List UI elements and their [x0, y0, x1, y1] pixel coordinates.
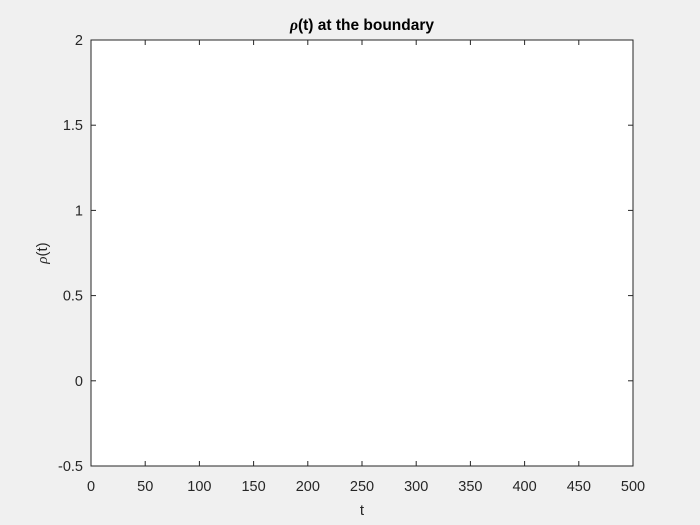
y-tick-label: 1.5 — [63, 118, 83, 134]
chart-title-rest: (t) at the boundary — [298, 17, 434, 34]
x-tick-label: 150 — [241, 479, 265, 495]
y-tick-label: 2 — [75, 33, 83, 49]
y-axis-label-rest: (t) — [34, 242, 51, 256]
y-tick-label: -0.5 — [58, 459, 83, 475]
x-tick-label: 200 — [296, 479, 320, 495]
y-tick-label: 1 — [75, 203, 83, 219]
x-tick-label: 400 — [512, 479, 536, 495]
y-tick-label: 0 — [75, 374, 83, 390]
x-tick-label: 350 — [458, 479, 482, 495]
chart-title-symbol: ρ — [289, 17, 298, 34]
x-tick-label: 500 — [621, 479, 645, 495]
x-axis-label: t — [360, 502, 365, 519]
y-tick-label: 0.5 — [63, 289, 83, 305]
chart-title: ρ(t) at the boundary — [289, 17, 434, 34]
axes-box — [90, 39, 634, 467]
x-tick-label: 0 — [87, 479, 95, 495]
x-tick-label: 250 — [350, 479, 374, 495]
x-tick-label: 300 — [404, 479, 428, 495]
x-tick-label: 450 — [567, 479, 591, 495]
y-axis-label-symbol: ρ — [35, 256, 51, 264]
y-axis-label: ρ(t) — [34, 242, 51, 264]
x-tick-label: 50 — [137, 479, 153, 495]
plot-area — [91, 40, 633, 466]
ticks-layer: 0 50 100 150 200 250 300 350 400 450 500-0.500.511… — [58, 33, 645, 495]
x-tick-label: 100 — [187, 479, 211, 495]
